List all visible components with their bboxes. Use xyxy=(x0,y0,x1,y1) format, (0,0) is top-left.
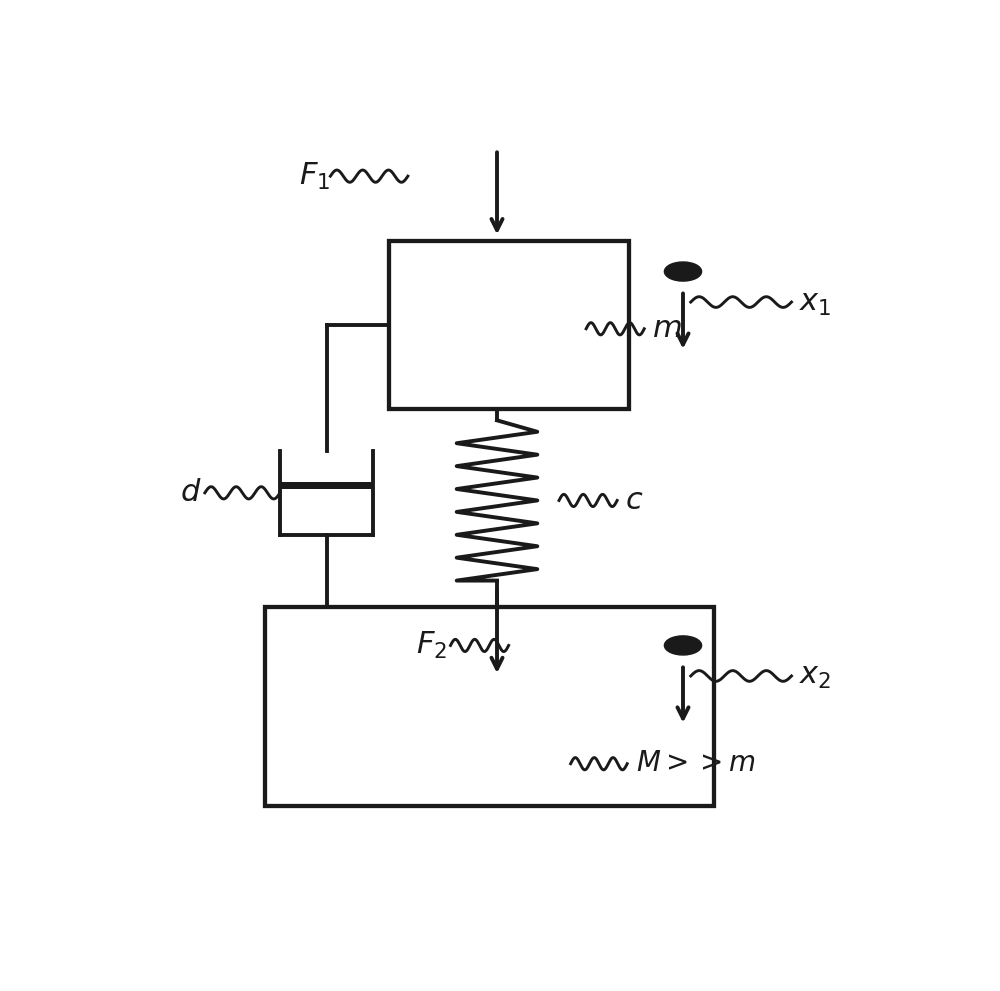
Ellipse shape xyxy=(664,636,702,655)
Text: $c$: $c$ xyxy=(625,485,643,516)
Bar xyxy=(388,241,629,409)
Text: $x_2$: $x_2$ xyxy=(799,660,832,692)
Ellipse shape xyxy=(664,262,702,281)
Text: $F_2$: $F_2$ xyxy=(416,630,447,661)
Bar xyxy=(264,607,714,806)
Text: $d$: $d$ xyxy=(180,478,202,508)
Text: $M >> m$: $M >> m$ xyxy=(637,750,756,777)
Text: $x_1$: $x_1$ xyxy=(799,286,832,317)
Text: $F_1$: $F_1$ xyxy=(299,161,330,191)
Text: $m$: $m$ xyxy=(652,313,682,344)
